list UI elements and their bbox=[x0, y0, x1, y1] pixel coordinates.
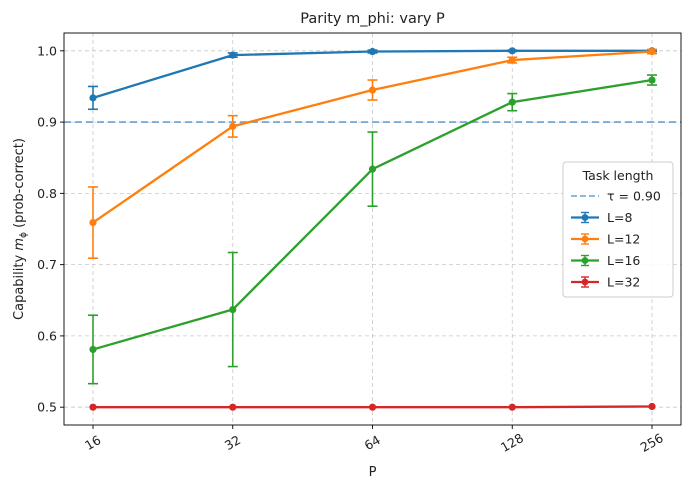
data-point bbox=[229, 403, 237, 411]
data-point bbox=[368, 86, 377, 94]
y-tick-label: 0.7 bbox=[37, 257, 57, 272]
y-axis-label: Capability mϕ (prob-correct) bbox=[12, 138, 29, 320]
legend-items: τ = 0.90 L=8 L=12 L=16 L=32 bbox=[571, 189, 661, 290]
series-layer bbox=[88, 47, 657, 411]
data-point bbox=[368, 403, 377, 411]
legend-swatch-marker bbox=[581, 214, 589, 221]
legend-label: L=32 bbox=[607, 275, 640, 290]
legend-swatch-marker bbox=[581, 257, 589, 264]
data-point bbox=[229, 305, 237, 314]
x-tick-label: 64 bbox=[362, 432, 383, 453]
data-point bbox=[648, 47, 656, 56]
y-tick-label: 0.9 bbox=[37, 115, 57, 130]
x-tick-label: 16 bbox=[82, 432, 103, 453]
y-axis-label-symbol: m bbox=[12, 238, 27, 251]
legend-swatch-marker bbox=[581, 278, 589, 286]
legend-item-l-32: L=32 bbox=[571, 275, 640, 290]
chart-title: Parity m_phi: vary P bbox=[300, 11, 445, 27]
legend-item-threshold: τ = 0.90 bbox=[571, 189, 661, 204]
legend: Task length τ = 0.90 L=8 L=12 L=16 L=32 bbox=[562, 161, 674, 298]
legend-threshold-label: τ = 0.90 bbox=[607, 189, 661, 204]
data-point bbox=[368, 165, 377, 173]
data-point bbox=[229, 51, 237, 59]
data-point bbox=[508, 47, 516, 55]
series-l-32 bbox=[89, 402, 656, 411]
series-l-12 bbox=[88, 47, 657, 260]
data-point bbox=[89, 403, 97, 411]
data-point bbox=[89, 218, 97, 227]
legend-label: L=12 bbox=[607, 232, 640, 247]
y-axis-label-subscript: ϕ bbox=[19, 232, 29, 238]
y-tick-label: 0.6 bbox=[37, 328, 57, 343]
data-point bbox=[508, 403, 516, 411]
data-point bbox=[89, 345, 97, 354]
y-tick-label: 1.0 bbox=[37, 43, 57, 58]
data-point bbox=[508, 56, 516, 64]
legend-item-l-16: L=16 bbox=[571, 253, 640, 268]
data-point bbox=[368, 47, 377, 56]
legend-label: L=16 bbox=[607, 253, 640, 268]
legend-swatch-marker bbox=[581, 235, 589, 243]
data-point bbox=[89, 94, 97, 102]
legend-title: Task length bbox=[582, 168, 654, 183]
y-axis-label-prefix: Capability bbox=[12, 251, 27, 320]
x-tick-label: 32 bbox=[222, 432, 243, 453]
data-point bbox=[229, 122, 237, 130]
x-axis-label: P bbox=[369, 465, 377, 480]
legend-item-l-12: L=12 bbox=[571, 232, 640, 247]
data-point bbox=[508, 98, 516, 106]
y-tick-label: 0.5 bbox=[37, 400, 57, 415]
y-tick-label: 0.8 bbox=[37, 186, 57, 201]
series-l-16 bbox=[88, 74, 657, 385]
data-point bbox=[648, 76, 656, 84]
legend-item-l-8: L=8 bbox=[571, 210, 632, 225]
y-axis-label-suffix: (prob-correct) bbox=[12, 138, 27, 232]
legend-label: L=8 bbox=[607, 210, 632, 225]
data-point bbox=[648, 402, 656, 411]
